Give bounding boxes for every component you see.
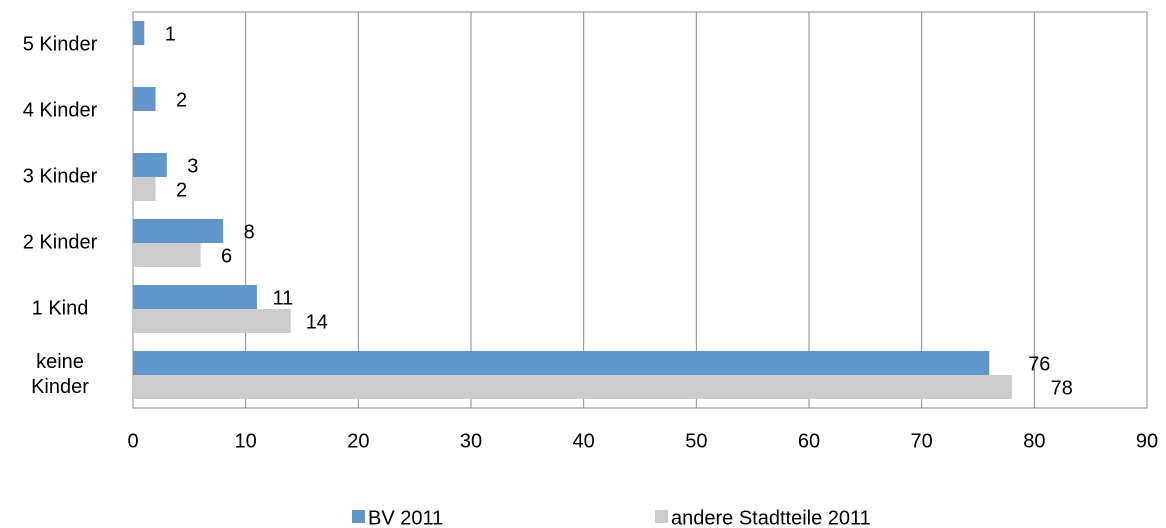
bar [133, 153, 167, 177]
bar [133, 243, 201, 267]
bar [133, 351, 990, 375]
x-tick-label: 90 [1136, 430, 1158, 452]
bar [133, 219, 224, 243]
bar [133, 375, 1012, 399]
data-label: 76 [1028, 353, 1050, 375]
legend-swatch [655, 510, 668, 523]
legend-label: andere Stadtteile 2011 [671, 507, 871, 528]
bar [133, 21, 145, 45]
y-tick-label: 1 Kind [31, 297, 89, 320]
y-tick-label: 5 Kinder [22, 33, 98, 56]
y-tick-label: keine Kinder [31, 351, 89, 398]
data-label: 1 [165, 23, 176, 45]
x-tick-label: 80 [1023, 430, 1045, 452]
data-label: 8 [244, 221, 255, 243]
x-tick-label: 0 [127, 430, 138, 452]
legend-swatch [352, 510, 365, 523]
bar [133, 309, 291, 333]
data-label: 6 [221, 245, 232, 267]
legend-label: BV 2011 [368, 507, 443, 528]
y-tick-label: 4 Kinder [22, 99, 98, 122]
bar [133, 285, 257, 309]
x-tick-label: 40 [573, 430, 595, 452]
data-label: 78 [1051, 377, 1073, 399]
data-label: 14 [306, 311, 328, 333]
bar [133, 87, 156, 111]
x-tick-label: 50 [685, 430, 707, 452]
data-label: 3 [187, 155, 198, 177]
x-tick-label: 60 [798, 430, 820, 452]
data-label: 11 [273, 287, 294, 309]
x-tick-label: 30 [460, 430, 482, 452]
x-tick-label: 20 [347, 430, 369, 452]
x-tick-label: 70 [911, 430, 933, 452]
x-tick-label: 10 [235, 430, 257, 452]
y-tick-label: 2 Kinder [22, 231, 98, 254]
bar [133, 177, 156, 201]
y-tick-label: 3 Kinder [22, 165, 98, 188]
data-label: 2 [176, 179, 187, 201]
plot-border [132, 11, 1148, 409]
data-label: 2 [176, 89, 187, 111]
